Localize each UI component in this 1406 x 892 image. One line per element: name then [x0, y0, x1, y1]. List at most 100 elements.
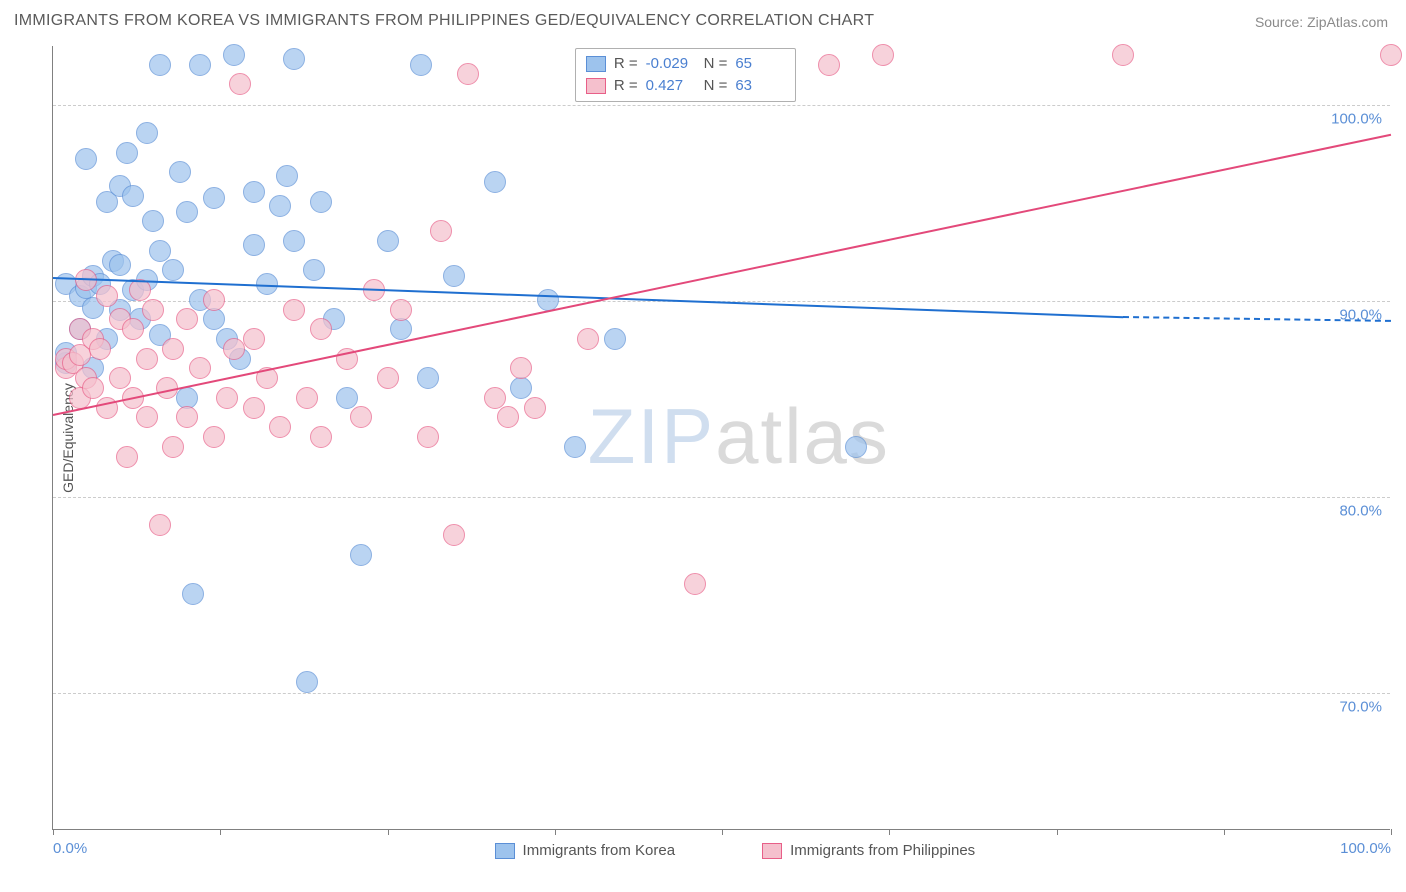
- data-point-philippines: [417, 426, 439, 448]
- data-point-korea: [243, 234, 265, 256]
- data-point-korea: [510, 377, 532, 399]
- data-point-philippines: [216, 387, 238, 409]
- trend-line: [53, 134, 1391, 416]
- data-point-philippines: [296, 387, 318, 409]
- data-point-philippines: [818, 54, 840, 76]
- legend-correlation: R =-0.029N =65R =0.427N =63: [575, 48, 797, 102]
- data-point-philippines: [310, 318, 332, 340]
- gridline: [53, 105, 1390, 106]
- data-point-korea: [417, 367, 439, 389]
- legend-n-label: N =: [704, 53, 728, 75]
- legend-n-label: N =: [704, 75, 728, 97]
- data-point-philippines: [109, 367, 131, 389]
- data-point-philippines: [176, 406, 198, 428]
- data-point-philippines: [377, 367, 399, 389]
- xtick-label: 100.0%: [1340, 840, 1391, 857]
- data-point-korea: [377, 230, 399, 252]
- data-point-korea: [410, 54, 432, 76]
- data-point-philippines: [136, 406, 158, 428]
- data-point-philippines: [684, 573, 706, 595]
- legend-r-value-korea: -0.029: [646, 53, 696, 75]
- data-point-korea: [390, 318, 412, 340]
- data-point-philippines: [96, 285, 118, 307]
- data-point-philippines: [149, 514, 171, 536]
- xtick-label: 0.0%: [53, 840, 87, 857]
- bottom-swatch-korea: [495, 843, 515, 859]
- data-point-philippines: [1112, 44, 1134, 66]
- plot-area: GED/Equivalency ZIPatlas 70.0%80.0%90.0%…: [52, 46, 1390, 830]
- xtick: [220, 829, 221, 835]
- data-point-philippines: [116, 446, 138, 468]
- bottom-swatch-philippines: [762, 843, 782, 859]
- data-point-korea: [189, 54, 211, 76]
- data-point-philippines: [577, 328, 599, 350]
- legend-n-value-philippines: 63: [735, 75, 785, 97]
- xtick: [1057, 829, 1058, 835]
- data-point-philippines: [176, 308, 198, 330]
- data-point-philippines: [872, 44, 894, 66]
- xtick: [1224, 829, 1225, 835]
- data-point-korea: [176, 201, 198, 223]
- data-point-korea: [162, 259, 184, 281]
- data-point-philippines: [82, 377, 104, 399]
- source-label: Source: ZipAtlas.com: [1255, 14, 1388, 30]
- data-point-philippines: [142, 299, 164, 321]
- data-point-korea: [303, 259, 325, 281]
- data-point-korea: [283, 230, 305, 252]
- data-point-korea: [604, 328, 626, 350]
- data-point-korea: [276, 165, 298, 187]
- chart-title: IMMIGRANTS FROM KOREA VS IMMIGRANTS FROM…: [14, 12, 874, 30]
- data-point-korea: [203, 187, 225, 209]
- data-point-korea: [203, 308, 225, 330]
- data-point-philippines: [1380, 44, 1402, 66]
- xtick: [722, 829, 723, 835]
- legend-swatch-philippines: [586, 78, 606, 94]
- watermark-zip: ZIP: [588, 392, 715, 480]
- data-point-philippines: [443, 524, 465, 546]
- ytick-label: 70.0%: [1339, 698, 1382, 715]
- legend-r-label: R =: [614, 75, 638, 97]
- data-point-korea: [243, 181, 265, 203]
- data-point-korea: [845, 436, 867, 458]
- data-point-philippines: [497, 406, 519, 428]
- data-point-philippines: [524, 397, 546, 419]
- data-point-philippines: [430, 220, 452, 242]
- data-point-philippines: [457, 63, 479, 85]
- data-point-philippines: [243, 328, 265, 350]
- data-point-korea: [269, 195, 291, 217]
- data-point-philippines: [96, 397, 118, 419]
- data-point-philippines: [122, 318, 144, 340]
- data-point-korea: [142, 210, 164, 232]
- xtick: [555, 829, 556, 835]
- data-point-korea: [484, 171, 506, 193]
- gridline: [53, 693, 1390, 694]
- data-point-philippines: [162, 338, 184, 360]
- data-point-philippines: [136, 348, 158, 370]
- watermark-atlas: atlas: [715, 392, 890, 480]
- data-point-korea: [223, 44, 245, 66]
- data-point-korea: [75, 148, 97, 170]
- bottom-legend-korea: Immigrants from Korea: [495, 842, 676, 859]
- data-point-philippines: [162, 436, 184, 458]
- data-point-philippines: [89, 338, 111, 360]
- bottom-label-korea: Immigrants from Korea: [523, 842, 676, 859]
- ytick-label: 100.0%: [1331, 110, 1382, 127]
- data-point-philippines: [283, 299, 305, 321]
- data-point-philippines: [223, 338, 245, 360]
- data-point-philippines: [269, 416, 291, 438]
- data-point-korea: [136, 122, 158, 144]
- data-point-philippines: [350, 406, 372, 428]
- data-point-philippines: [243, 397, 265, 419]
- data-point-korea: [109, 254, 131, 276]
- data-point-korea: [122, 185, 144, 207]
- data-point-korea: [336, 387, 358, 409]
- gridline: [53, 497, 1390, 498]
- data-point-philippines: [203, 426, 225, 448]
- ytick-label: 80.0%: [1339, 502, 1382, 519]
- legend-row-korea: R =-0.029N =65: [586, 53, 786, 75]
- xtick: [1391, 829, 1392, 835]
- xtick: [388, 829, 389, 835]
- legend-n-value-korea: 65: [735, 53, 785, 75]
- watermark: ZIPatlas: [588, 391, 890, 482]
- data-point-korea: [283, 48, 305, 70]
